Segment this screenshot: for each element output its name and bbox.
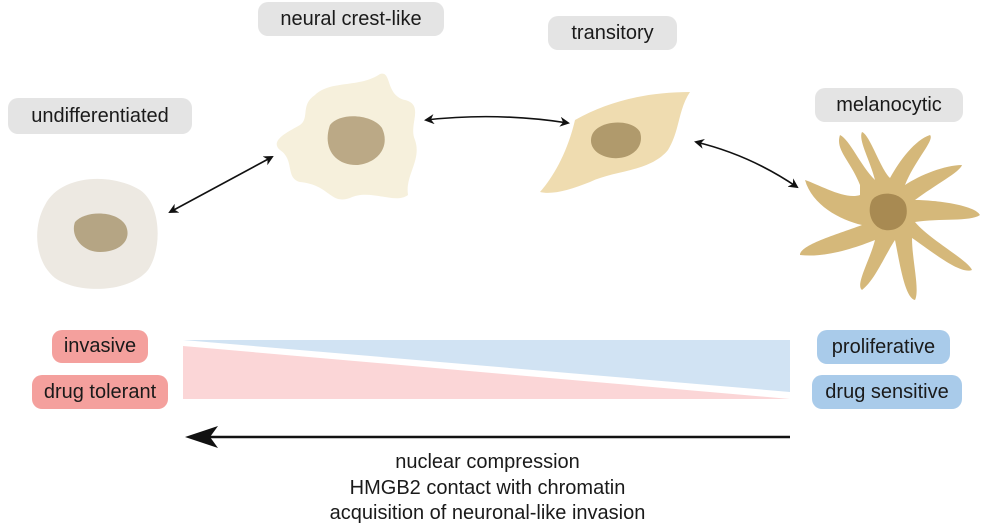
arrow-caption: nuclear compression HMGB2 contact with c… (0, 450, 975, 527)
drug-sensitive-label: drug sensitive (812, 375, 962, 409)
neural-crest-like-cell (276, 73, 417, 200)
nucleus (327, 116, 385, 166)
proliferative-wedge (183, 340, 790, 392)
caption-line-1: nuclear compression (395, 451, 580, 473)
melanocytic-cell (800, 132, 980, 300)
nucleus (590, 122, 641, 159)
transition-arrow-3 (694, 139, 799, 189)
invasive-label: invasive (52, 330, 148, 363)
caption-line-3: acquisition of neuronal-like invasion (329, 502, 646, 524)
undifferentiated-cell (37, 178, 158, 289)
state-label-undifferentiated: undifferentiated (8, 98, 192, 134)
proliferative-label: proliferative (817, 330, 950, 364)
transitory-cell (540, 92, 690, 193)
transition-arrow-2 (424, 114, 570, 127)
nucleus (73, 213, 128, 252)
state-label-transitory: transitory (548, 16, 677, 50)
drug-tolerant-label: drug tolerant (32, 375, 168, 409)
transition-arrow-1 (168, 156, 274, 213)
caption-line-2: HMGB2 contact with chromatin (349, 476, 626, 499)
state-label-neural-crest-like: neural crest-like (258, 2, 444, 36)
nucleus (869, 193, 907, 231)
progression-arrowhead (185, 426, 218, 448)
invasive-wedge (183, 346, 790, 399)
state-label-melanocytic: melanocytic (815, 88, 963, 122)
